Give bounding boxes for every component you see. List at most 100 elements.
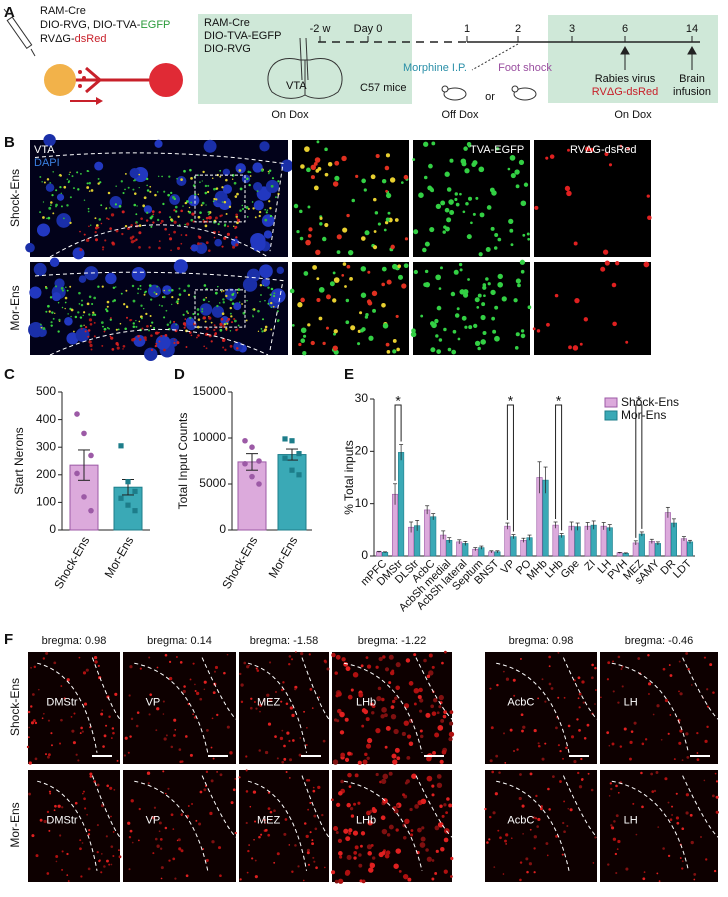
significance-bracket <box>555 404 563 531</box>
cell <box>134 222 137 224</box>
cell <box>513 694 516 697</box>
cell <box>519 259 526 265</box>
cell <box>546 322 550 327</box>
cell <box>180 209 183 213</box>
cell <box>522 833 524 835</box>
cell <box>266 209 269 211</box>
cell <box>122 344 126 348</box>
cell <box>547 787 550 791</box>
cell <box>667 732 670 735</box>
cell <box>413 269 418 275</box>
cell <box>294 687 297 691</box>
cell <box>382 655 386 659</box>
cell <box>431 322 437 329</box>
cell <box>179 760 183 764</box>
cell <box>190 201 193 204</box>
bar <box>277 454 307 531</box>
cell <box>385 192 392 199</box>
cell <box>150 348 154 351</box>
cell <box>103 734 107 738</box>
cell <box>128 868 131 871</box>
bar <box>606 527 613 557</box>
cell <box>267 302 270 305</box>
cell <box>118 849 120 851</box>
cell <box>351 198 356 203</box>
cell <box>37 688 40 691</box>
cell <box>249 805 252 808</box>
cell <box>563 830 566 834</box>
cell <box>311 707 314 709</box>
cell <box>348 828 353 833</box>
cell <box>435 849 439 853</box>
cell <box>441 749 447 755</box>
cell <box>25 242 35 253</box>
cell <box>431 859 435 862</box>
cell <box>311 842 315 846</box>
cell <box>67 880 70 883</box>
cell <box>42 712 45 715</box>
data-point <box>74 411 80 417</box>
cell <box>300 652 304 656</box>
cell <box>246 871 249 874</box>
cell <box>131 284 135 288</box>
cell <box>493 866 496 868</box>
cell <box>336 719 340 723</box>
category-label: LDT <box>671 557 694 580</box>
cell <box>546 854 549 857</box>
cell <box>366 756 370 760</box>
dox-box <box>548 15 718 103</box>
cell <box>352 830 359 836</box>
cell <box>681 759 684 762</box>
cell <box>180 178 183 181</box>
cell <box>366 810 371 816</box>
cell <box>268 169 272 172</box>
cell <box>557 744 560 747</box>
cell <box>180 849 184 853</box>
cell <box>360 844 363 848</box>
cell <box>234 778 237 780</box>
cell <box>239 672 242 676</box>
cell <box>348 785 352 788</box>
cell <box>140 217 143 220</box>
cell <box>225 322 227 325</box>
data-point <box>289 467 295 473</box>
cell <box>583 737 587 740</box>
cell <box>426 775 433 782</box>
cell <box>252 162 263 173</box>
cell <box>86 182 89 185</box>
cell <box>334 671 338 675</box>
cell <box>491 770 494 774</box>
cell <box>353 802 357 806</box>
cell <box>291 870 294 874</box>
cell <box>544 742 547 745</box>
cell <box>537 744 541 748</box>
cell <box>77 759 80 762</box>
cell <box>150 298 153 301</box>
cell <box>693 878 696 881</box>
cell <box>235 215 238 219</box>
cell <box>577 771 580 775</box>
cell <box>245 206 249 209</box>
cell <box>489 687 492 690</box>
cell <box>106 300 110 304</box>
cell <box>504 839 507 843</box>
cell <box>94 238 99 242</box>
cell <box>177 298 180 301</box>
cell <box>133 203 137 207</box>
cell <box>434 318 439 324</box>
cell <box>169 320 172 322</box>
cell <box>42 327 46 330</box>
cell <box>75 327 90 342</box>
cell <box>55 203 58 207</box>
cell <box>667 801 670 804</box>
channel-label: TVA-EGFP <box>470 144 524 156</box>
cell <box>313 185 319 191</box>
cell <box>687 667 690 671</box>
cell <box>33 262 47 276</box>
cell <box>508 218 514 224</box>
cell <box>336 250 341 255</box>
cell <box>706 705 709 708</box>
cell <box>80 327 83 330</box>
category-label: Mor-Ens <box>102 534 137 580</box>
cell <box>76 171 79 174</box>
